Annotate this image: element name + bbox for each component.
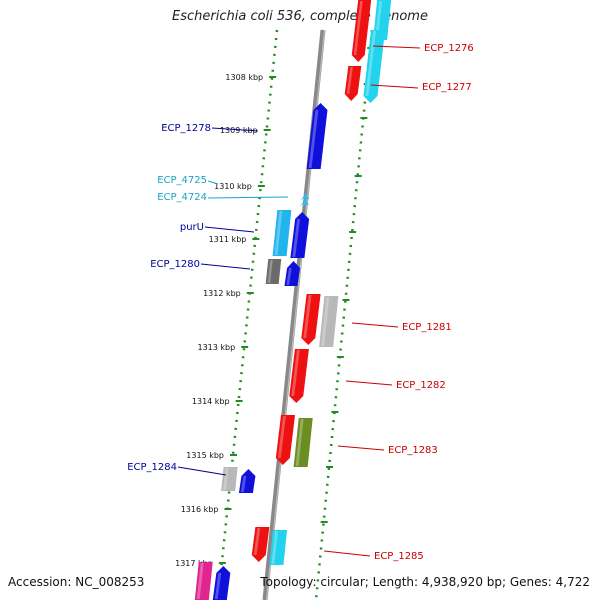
kbp-tick-label: 1314 kbp — [192, 397, 230, 406]
gene-label-leader — [337, 445, 385, 451]
gene-label-leader — [345, 380, 393, 386]
kbp-tick-label: 1312 kbp — [203, 289, 241, 298]
gene-ecp-1277-partner[interactable] — [363, 30, 386, 103]
gene-label-ecp-4725[interactable]: ECP_4725 — [157, 175, 207, 186]
gene-label-leader — [372, 45, 421, 49]
kbp-tick-label: 1317 kbp — [175, 559, 213, 568]
gene-ecp-4725-shape[interactable] — [300, 193, 311, 200]
kbp-tick-label: 1308 kbp — [225, 73, 263, 82]
gene-ecp-1281-shape[interactable] — [301, 294, 321, 345]
left-dotted-guide — [216, 29, 279, 600]
gene-label-ecp-1277[interactable]: ECP_1277 — [422, 82, 472, 93]
gene-label-leader — [200, 263, 251, 270]
accession-text: Accession: NC_008253 — [8, 575, 145, 589]
gene-label-ecp-1280[interactable]: ECP_1280 — [150, 259, 200, 270]
genome-summary-text: Topology: circular; Length: 4,938,920 bp… — [260, 575, 590, 589]
gene-label-leader — [211, 127, 259, 132]
gene-label-ecp-1278[interactable]: ECP_1278 — [161, 123, 211, 134]
gene-puru-left[interactable] — [272, 210, 292, 256]
gene-ecp-1285-partner[interactable] — [269, 530, 288, 565]
gene-ecp-1277-shape[interactable] — [344, 66, 362, 101]
gene-ecp-1283-partner[interactable] — [293, 418, 313, 467]
gene-label-leader — [323, 550, 371, 557]
gene-label-leader — [177, 466, 227, 476]
gene-ecp-1285-shape[interactable] — [251, 527, 270, 562]
gene-ecp-1282-shape[interactable] — [289, 349, 309, 403]
gene-label-ecp-1284[interactable]: ECP_1284 — [127, 462, 177, 473]
gene-label-puru[interactable]: purU — [180, 222, 204, 233]
gene-ecp-1284-shape[interactable] — [238, 469, 256, 493]
gene-label-ecp-1276[interactable]: ECP_1276 — [424, 43, 474, 54]
gene-ecp-1276-shape[interactable] — [351, 0, 372, 62]
kbp-tick-label: 1315 kbp — [186, 451, 224, 460]
kbp-tick-label: 1309 kbp — [220, 126, 258, 135]
gene-bottom-blue[interactable] — [212, 566, 231, 600]
gene-ecp-1278-shape[interactable] — [306, 103, 328, 169]
kbp-tick-label: 1311 kbp — [209, 235, 247, 244]
gene-ecp-4724-shape[interactable] — [299, 199, 310, 206]
gene-label-ecp-4724[interactable]: ECP_4724 — [157, 192, 207, 203]
gene-puru-shape[interactable] — [290, 212, 310, 258]
gene-label-leader — [207, 180, 219, 185]
kbp-tick-label: 1313 kbp — [197, 343, 235, 352]
gene-ecp-1281-partner[interactable] — [319, 296, 339, 347]
gene-label-ecp-1281[interactable]: ECP_1281 — [402, 322, 452, 333]
kbp-tick-label: 1316 kbp — [181, 505, 219, 514]
gene-label-leader — [351, 322, 399, 328]
gene-label-leader — [370, 84, 419, 89]
gene-bottom-magenta[interactable] — [194, 562, 213, 600]
gene-label-ecp-1282[interactable]: ECP_1282 — [396, 380, 446, 391]
kbp-tick-label: 1310 kbp — [214, 182, 252, 191]
gene-ecp-1283-shape[interactable] — [275, 415, 296, 465]
gene-ecp-1280-left[interactable] — [265, 259, 282, 284]
gene-label-ecp-1285[interactable]: ECP_1285 — [374, 551, 424, 562]
gene-label-leader — [204, 226, 255, 233]
gene-ecp-1284-left[interactable] — [221, 467, 238, 491]
gene-ecp-1280-shape[interactable] — [284, 261, 301, 286]
gene-label-ecp-1283[interactable]: ECP_1283 — [388, 445, 438, 456]
gene-label-leader — [207, 196, 289, 199]
